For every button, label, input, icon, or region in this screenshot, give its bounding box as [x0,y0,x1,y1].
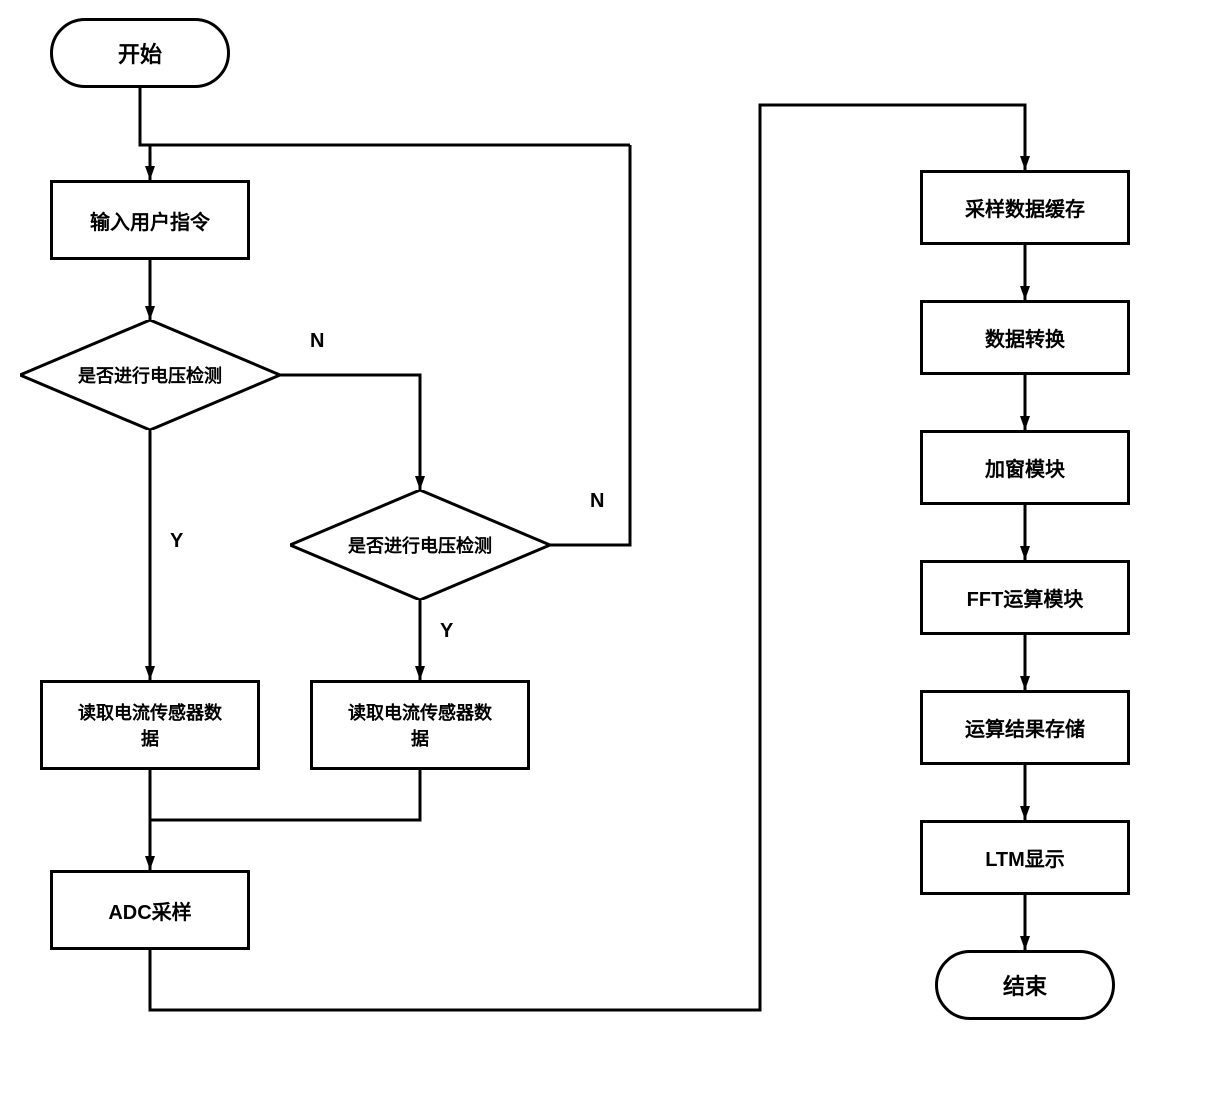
node-store: 运算结果存储 [920,690,1130,765]
node-cmd: 输入用户指令 [50,180,250,260]
label-dec1-N: N [310,330,324,353]
node-dec1: 是否进行电压检测 [20,320,280,430]
label-dec2-N: N [590,490,604,513]
node-readA-label: 读取电流传感器数 据 [78,699,222,751]
node-ltm-label: LTM显示 [985,843,1065,872]
node-end: 结束 [935,950,1115,1020]
node-fft: FFT运算模块 [920,560,1130,635]
node-win: 加窗模块 [920,430,1130,505]
node-readB: 读取电流传感器数 据 [310,680,530,770]
node-conv-label: 数据转换 [985,323,1065,352]
node-dec2: 是否进行电压检测 [290,490,550,600]
node-fft-label: FFT运算模块 [967,583,1084,612]
node-win-label: 加窗模块 [985,453,1065,482]
node-start: 开始 [50,18,230,88]
node-buf-label: 采样数据缓存 [965,193,1085,222]
node-adc: ADC采样 [50,870,250,950]
node-store-label: 运算结果存储 [965,713,1085,742]
label-dec2-Y: Y [440,620,453,643]
node-cmd-label: 输入用户指令 [90,206,210,235]
node-buf: 采样数据缓存 [920,170,1130,245]
node-start-label: 开始 [118,37,162,69]
node-readB-label: 读取电流传感器数 据 [348,699,492,751]
node-dec1-label: 是否进行电压检测 [78,362,222,388]
node-ltm: LTM显示 [920,820,1130,895]
node-readA: 读取电流传感器数 据 [40,680,260,770]
node-adc-label: ADC采样 [108,896,191,925]
label-dec1-Y: Y [170,530,183,553]
node-conv: 数据转换 [920,300,1130,375]
node-dec2-label: 是否进行电压检测 [348,532,492,558]
flowchart-canvas: 开始 输入用户指令 是否进行电压检测 是否进行电压检测 读取电流传感器数 据 读… [0,0,1227,1107]
node-end-label: 结束 [1003,969,1047,1001]
